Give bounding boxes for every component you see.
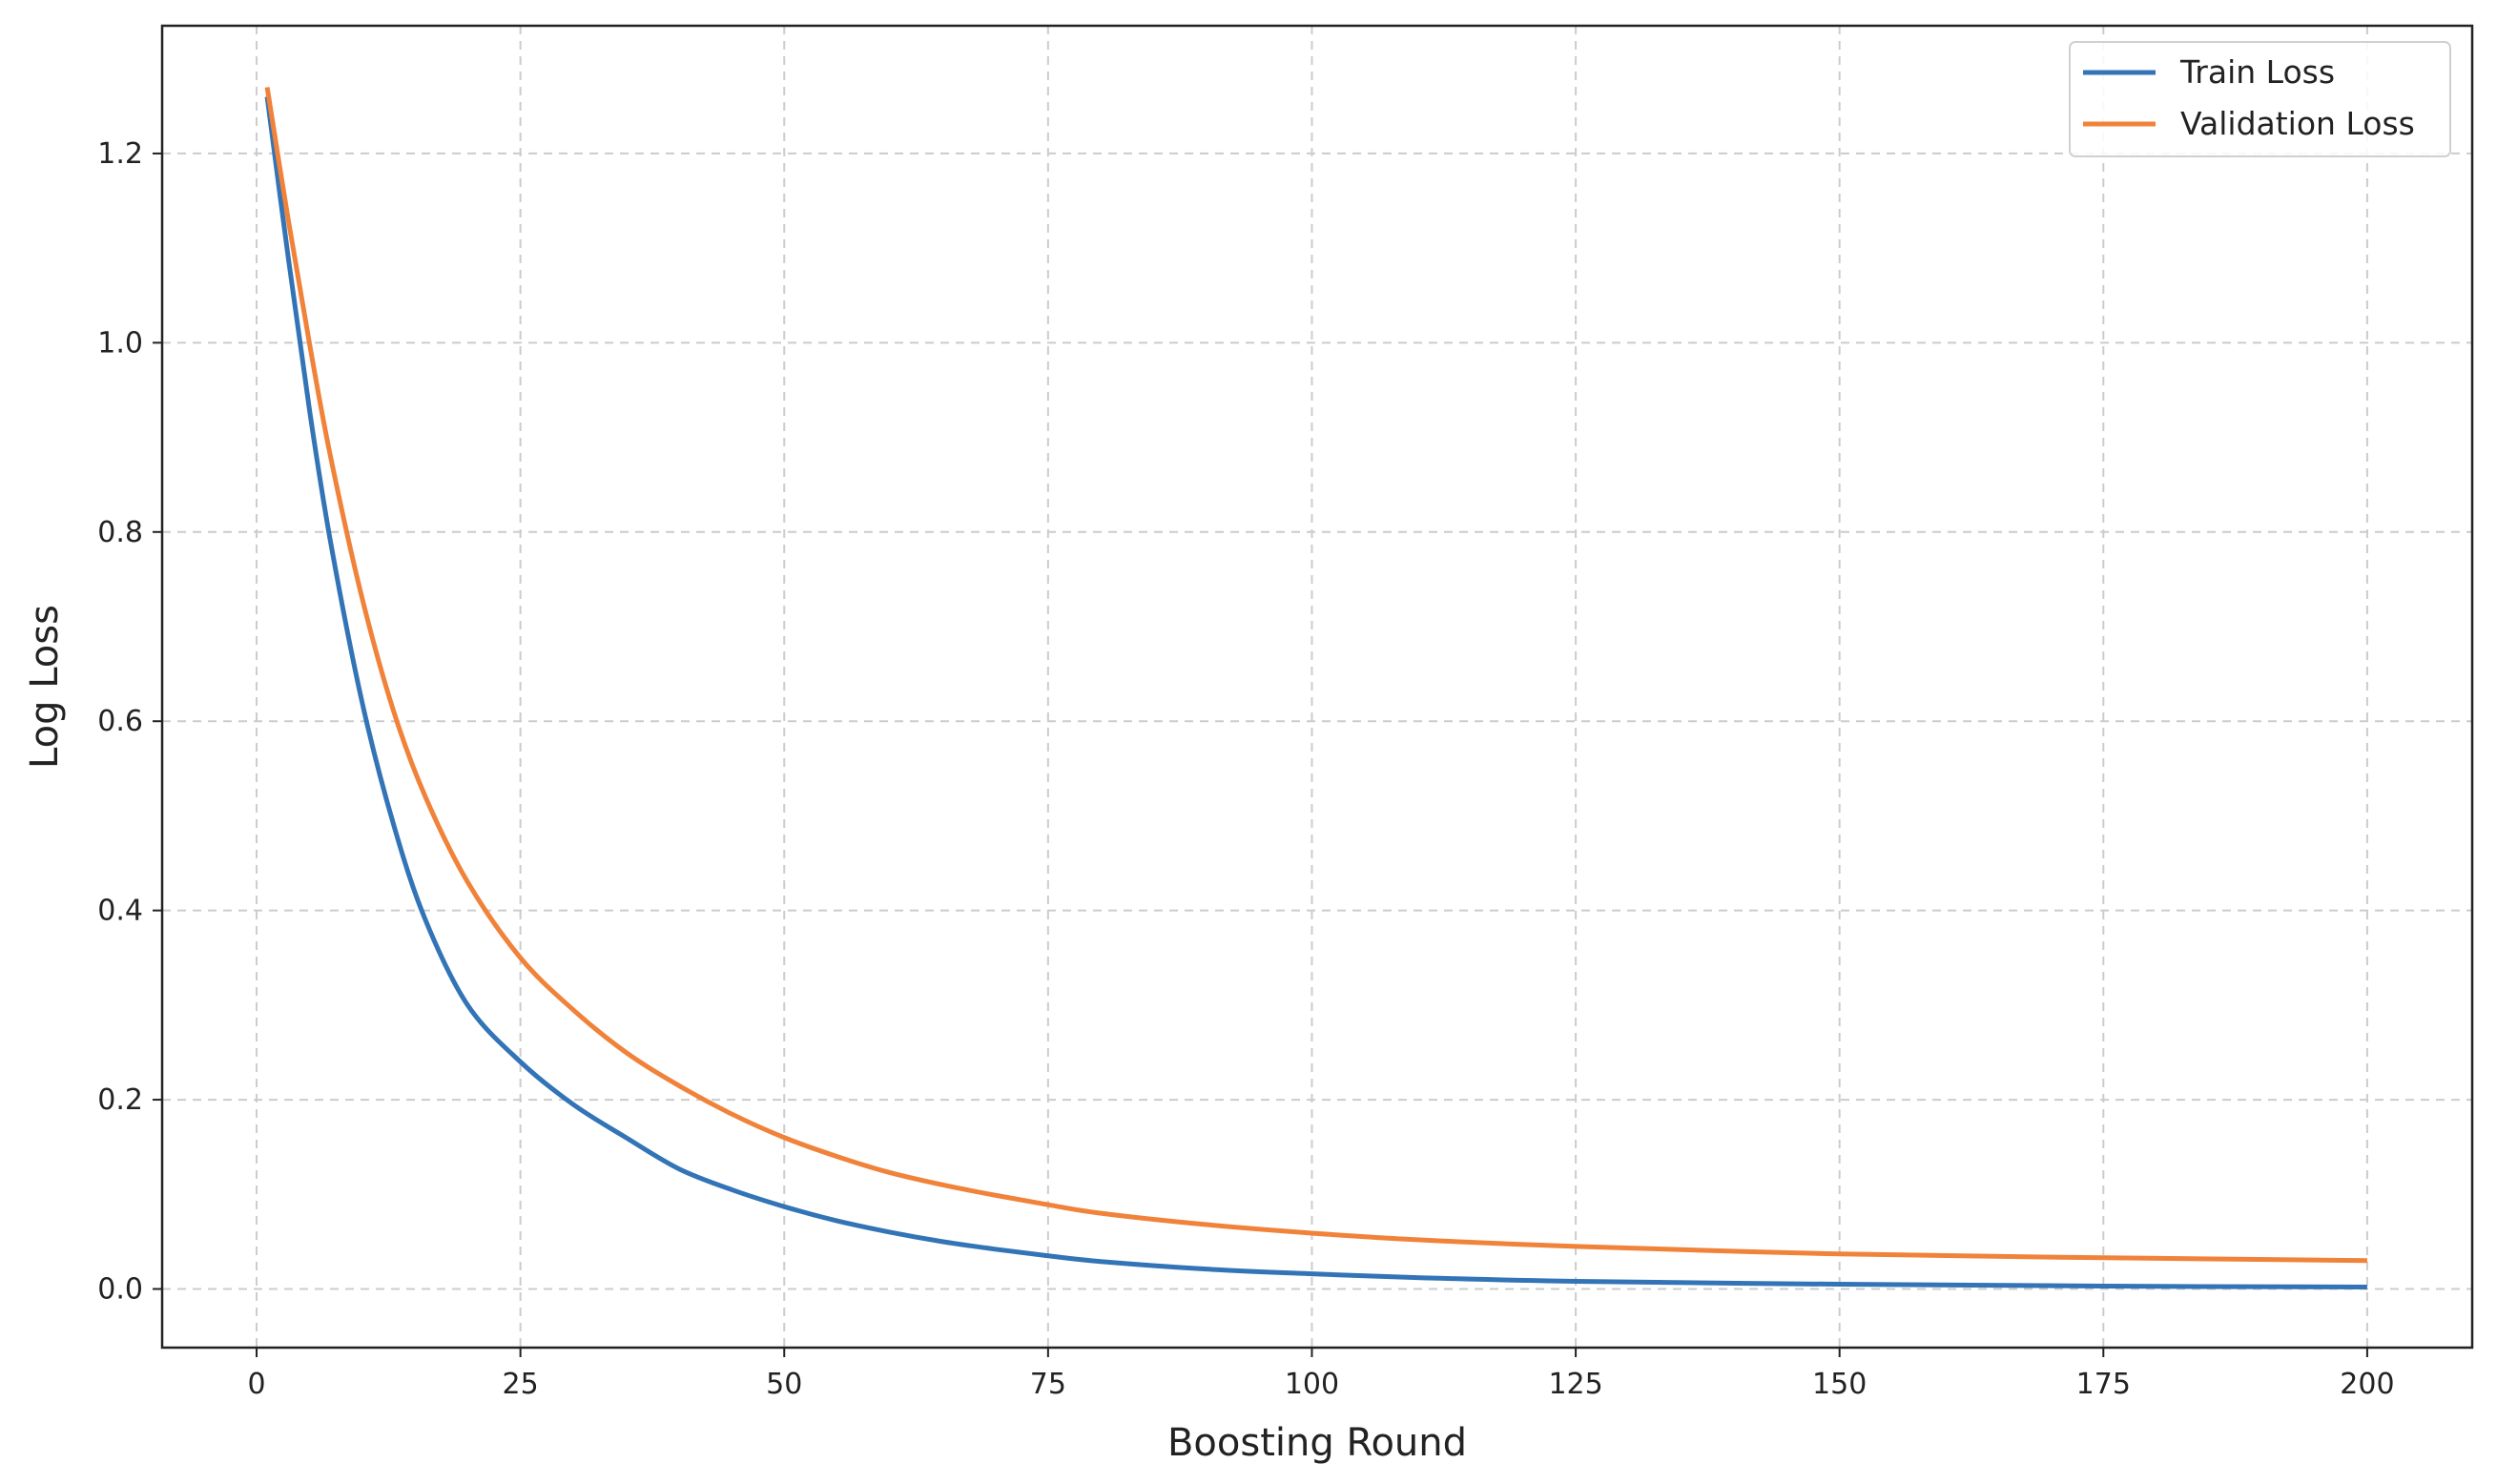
series-layer xyxy=(264,87,2367,1289)
x-tick-label: 125 xyxy=(1548,1368,1602,1401)
x-tick-label: 200 xyxy=(2340,1368,2394,1401)
y-tick-label: 0.0 xyxy=(97,1272,143,1306)
train-loss-line xyxy=(264,96,2367,1289)
x-tick-label: 175 xyxy=(2076,1368,2131,1401)
legend: Train Loss Validation Loss xyxy=(2069,41,2451,157)
plot-frame xyxy=(160,24,2474,1350)
validation-loss-line xyxy=(264,87,2367,1264)
x-tick-label: 25 xyxy=(503,1368,539,1401)
legend-label-validation-loss: Validation Loss xyxy=(2180,105,2415,142)
ticks: 0 25 50 75 100 125 150 175 200 0.0 0.2 0.4 0.6 0.8 1.0… xyxy=(97,137,2394,1401)
y-tick-label: 0.8 xyxy=(97,516,143,549)
x-tick-label: 0 xyxy=(247,1368,265,1401)
y-tick-label: 1.2 xyxy=(97,137,143,171)
x-tick-label: 100 xyxy=(1285,1368,1339,1401)
x-axis-label: Boosting Round xyxy=(1167,1421,1467,1465)
x-tick-label: 75 xyxy=(1030,1368,1066,1401)
y-axis-label: Log Loss xyxy=(23,605,67,769)
legend-box xyxy=(2069,41,2451,157)
legend-label-train-loss: Train Loss xyxy=(2179,53,2335,91)
y-tick-label: 0.2 xyxy=(97,1083,143,1117)
y-tick-label: 0.4 xyxy=(97,895,143,928)
x-tick-label: 50 xyxy=(766,1368,802,1401)
y-tick-label: 1.0 xyxy=(97,326,143,360)
x-tick-label: 150 xyxy=(1812,1368,1867,1401)
y-tick-label: 0.6 xyxy=(97,705,143,738)
